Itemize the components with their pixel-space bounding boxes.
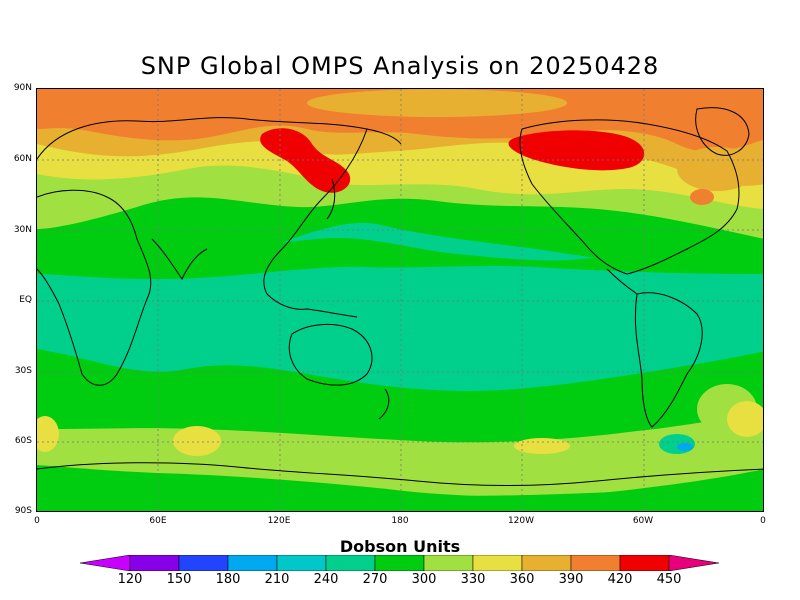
lat-label-eq: EQ: [19, 295, 32, 305]
lat-label-90s: 90S: [14, 506, 32, 516]
map-title: SNP Global OMPS Analysis on 20250428: [140, 52, 660, 80]
colorbar-label: 120: [117, 572, 143, 587]
colorbar-segment: [276, 555, 327, 571]
lat-label-30n: 30N: [13, 225, 32, 235]
lat-label-30s: 30S: [14, 366, 32, 376]
colorbar-label: 300: [411, 572, 437, 587]
colorbar-segment: [570, 555, 621, 571]
colorbar-low-arrow: [79, 555, 131, 571]
lat-label-60n: 60N: [13, 154, 32, 164]
lon-label-120w: 120W: [507, 516, 535, 526]
colorbar-label: 180: [215, 572, 241, 587]
lat-label-60s: 60S: [14, 436, 32, 446]
colorbar-segment: [374, 555, 425, 571]
colorbar-segment: [472, 555, 523, 571]
colorbar-label: 150: [166, 572, 192, 587]
colorbar-label: 450: [656, 572, 682, 587]
ozone-map: [36, 88, 764, 512]
colorbar-label: 390: [558, 572, 584, 587]
colorbar-label: 330: [460, 572, 486, 587]
lon-label-120e: 120E: [267, 516, 291, 526]
lon-label-180: 180: [391, 516, 409, 526]
colorbar-segment: [521, 555, 572, 571]
colorbar: [79, 555, 720, 571]
lon-label-60e: 60E: [149, 516, 167, 526]
colorbar-segment: [423, 555, 474, 571]
colorbar-high-arrow: [668, 555, 720, 571]
colorbar-label: 360: [509, 572, 535, 587]
colorbar-label: 210: [264, 572, 290, 587]
lat-label-90n: 90N: [13, 83, 32, 93]
lon-label-0-end: 0: [760, 516, 766, 526]
coastlines: [37, 107, 763, 486]
colorbar-segment: [325, 555, 376, 571]
colorbar-label: 270: [362, 572, 388, 587]
colorbar-segment: [227, 555, 278, 571]
colorbar-segment: [619, 555, 670, 571]
ozone-field: [37, 89, 763, 511]
lon-label-0: 0: [34, 516, 40, 526]
colorbar-segment: [129, 555, 180, 571]
colorbar-title: Dobson Units: [339, 537, 461, 556]
colorbar-label: 420: [607, 572, 633, 587]
colorbar-segment: [178, 555, 229, 571]
lon-label-60w: 60W: [632, 516, 654, 526]
colorbar-label: 240: [313, 572, 339, 587]
